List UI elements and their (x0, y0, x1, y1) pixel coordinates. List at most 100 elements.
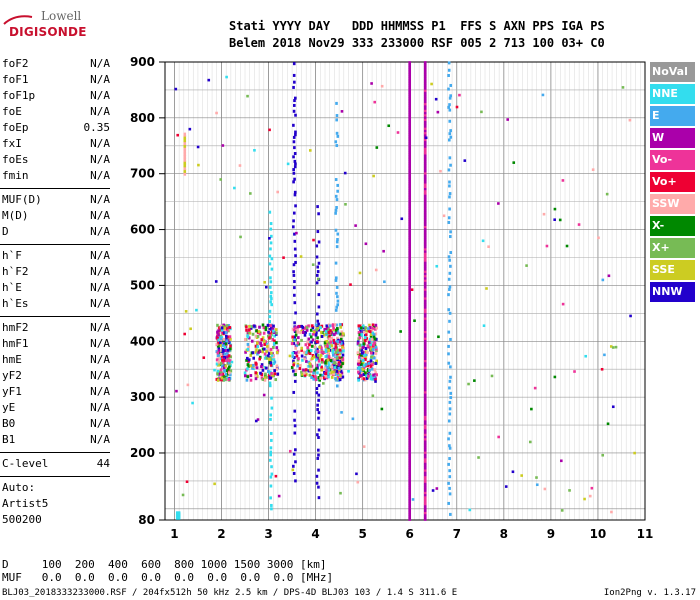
echo-point (294, 133, 297, 137)
echo-point (408, 190, 412, 195)
echo-point (334, 345, 338, 349)
echo-point (408, 226, 412, 231)
param-value: N/A (90, 169, 110, 182)
echo-point (292, 123, 295, 127)
echo-point (408, 175, 412, 180)
echo-point (339, 491, 342, 495)
param-value: N/A (90, 433, 110, 446)
echo-point (423, 74, 427, 79)
echo-point (307, 324, 310, 328)
x-tick-label: 3 (264, 527, 272, 541)
echo-point (408, 492, 412, 497)
echo-point (331, 370, 335, 374)
echo-point (372, 347, 375, 351)
echo-point (375, 326, 379, 330)
echo-point (259, 341, 262, 345)
y-tick-label: 400 (130, 334, 155, 348)
echo-point (330, 371, 333, 375)
echo-point (423, 347, 427, 352)
echo-point (408, 85, 412, 90)
echo-point (423, 387, 427, 392)
param-row: h`Es N/A (2, 296, 110, 312)
echo-point (423, 159, 427, 164)
echo-point (335, 131, 339, 135)
echo-point (408, 344, 412, 349)
echo-point (408, 112, 412, 117)
distance-row: D 100 200 400 600 800 1000 1500 3000 [km… (2, 558, 327, 571)
echo-point (316, 277, 320, 281)
echo-point (272, 358, 276, 362)
echo-point (292, 263, 296, 267)
echo-point (183, 143, 187, 148)
echo-point (423, 382, 427, 387)
echo-point (269, 417, 272, 421)
echo-point (600, 367, 604, 371)
echo-point (255, 375, 259, 379)
echo-point (423, 143, 427, 148)
echo-point (408, 105, 412, 110)
echo-point (423, 259, 427, 264)
echo-point (374, 380, 377, 383)
echo-point (447, 216, 451, 220)
echo-point (327, 355, 331, 359)
echo-point (372, 174, 375, 178)
echo-point (225, 324, 229, 328)
echo-point (408, 322, 412, 327)
echo-point (447, 220, 451, 224)
echo-point (317, 305, 321, 309)
echo-point (324, 355, 328, 359)
echo-point (270, 257, 274, 261)
echo-point (220, 354, 224, 358)
echo-point (310, 368, 314, 372)
echo-point (448, 271, 452, 275)
echo-point (227, 367, 230, 371)
echo-point (219, 178, 223, 181)
echo-point (423, 414, 427, 419)
echo-point (316, 347, 319, 351)
echo-point (243, 371, 247, 375)
param-value: N/A (90, 73, 110, 86)
echo-point (315, 387, 319, 391)
echo-point (294, 326, 297, 330)
echo-point (315, 273, 319, 277)
echo-point (225, 75, 228, 79)
echo-point (423, 255, 427, 260)
echo-point (326, 347, 330, 351)
echo-point (408, 469, 412, 474)
echo-point (217, 349, 221, 353)
echo-point (220, 364, 224, 368)
echo-point (226, 335, 230, 339)
param-row: D N/A (2, 224, 110, 240)
echo-point (316, 270, 320, 274)
echo-point (423, 217, 427, 222)
echo-point (423, 344, 427, 349)
echo-point (292, 219, 295, 223)
echo-point (530, 407, 533, 411)
echo-point (365, 329, 369, 333)
echo-point (423, 208, 427, 213)
echo-point (506, 118, 510, 121)
echo-point (270, 267, 274, 271)
echo-point (334, 361, 337, 365)
echo-point (423, 411, 427, 416)
echo-point (423, 362, 427, 367)
echo-point (335, 276, 338, 280)
echo-point (336, 331, 340, 335)
echo-point (423, 440, 427, 445)
echo-point (257, 330, 261, 334)
param-name: hmE (2, 353, 22, 366)
echo-point (249, 353, 252, 357)
echo-point (423, 425, 427, 430)
echo-point (364, 347, 368, 351)
echo-point (424, 136, 428, 140)
echo-point (373, 337, 377, 341)
echo-point (270, 351, 273, 355)
echo-point (294, 311, 297, 315)
echo-point (361, 359, 365, 363)
echo-point (220, 328, 224, 332)
echo-point (269, 241, 273, 245)
echo-point (408, 295, 412, 300)
echo-point (310, 364, 314, 368)
echo-point (408, 505, 412, 510)
echo-point (362, 342, 366, 346)
